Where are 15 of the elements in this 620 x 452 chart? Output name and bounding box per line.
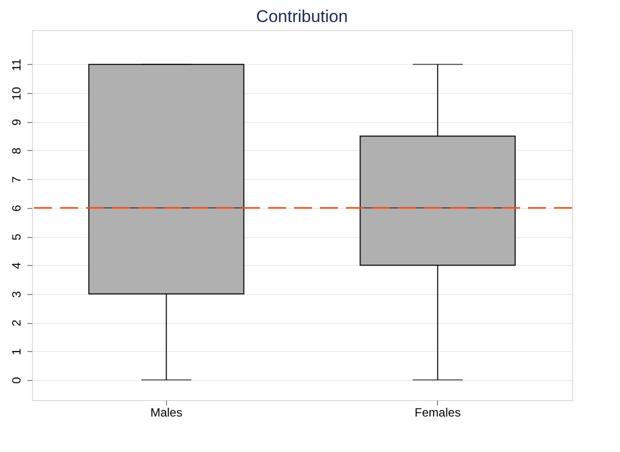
y-tick-label: 10 bbox=[10, 86, 24, 100]
y-tick-label: 1 bbox=[10, 348, 24, 356]
y-tick-label: 6 bbox=[10, 204, 24, 212]
y-tick-label: 0 bbox=[10, 376, 24, 384]
y-tick-label: 8 bbox=[10, 147, 24, 154]
y-tick-label: 5 bbox=[10, 233, 24, 240]
y-tick-label: 4 bbox=[10, 262, 24, 270]
y-tick-label: 3 bbox=[10, 290, 24, 298]
y-tick-label: 2 bbox=[10, 319, 24, 326]
y-tick-label: 11 bbox=[10, 58, 24, 72]
y-tick-label: 9 bbox=[10, 118, 24, 126]
y-tick-label: 7 bbox=[10, 176, 24, 183]
chart-title: Contribution bbox=[256, 7, 348, 26]
x-tick-label: Males bbox=[150, 406, 182, 420]
x-tick-label: Females bbox=[414, 406, 461, 420]
